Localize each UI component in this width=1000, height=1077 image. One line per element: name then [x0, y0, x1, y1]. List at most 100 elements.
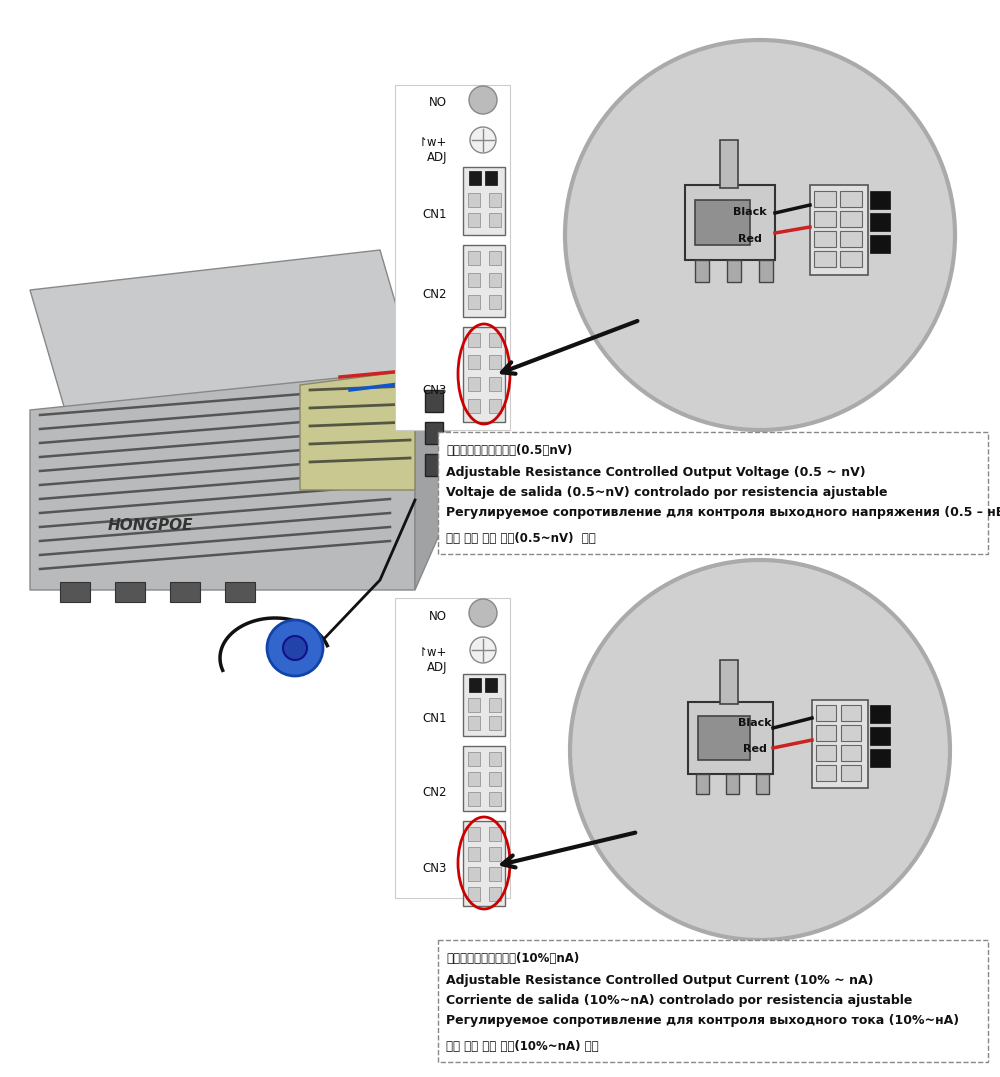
Polygon shape: [300, 370, 415, 490]
FancyBboxPatch shape: [225, 582, 255, 602]
FancyBboxPatch shape: [468, 377, 480, 391]
FancyBboxPatch shape: [468, 398, 480, 412]
Text: CN1: CN1: [422, 712, 447, 725]
FancyBboxPatch shape: [469, 679, 481, 693]
FancyBboxPatch shape: [816, 725, 836, 741]
FancyBboxPatch shape: [468, 355, 480, 369]
FancyBboxPatch shape: [468, 827, 480, 841]
Text: CN2: CN2: [422, 289, 447, 302]
FancyBboxPatch shape: [841, 765, 861, 781]
Text: ADJ: ADJ: [426, 660, 447, 673]
Polygon shape: [415, 290, 450, 590]
FancyBboxPatch shape: [685, 185, 775, 260]
FancyBboxPatch shape: [489, 377, 501, 391]
FancyBboxPatch shape: [841, 705, 861, 721]
Text: ↾w+: ↾w+: [418, 137, 447, 150]
FancyBboxPatch shape: [468, 792, 480, 806]
Ellipse shape: [470, 637, 496, 663]
FancyBboxPatch shape: [489, 752, 501, 766]
FancyBboxPatch shape: [696, 774, 709, 794]
FancyBboxPatch shape: [814, 211, 836, 227]
FancyBboxPatch shape: [425, 454, 443, 476]
FancyBboxPatch shape: [814, 230, 836, 247]
FancyBboxPatch shape: [489, 295, 501, 309]
FancyBboxPatch shape: [395, 598, 510, 898]
Text: Adjustable Resistance Controlled Output Current (10% ~ nA): Adjustable Resistance Controlled Output …: [446, 974, 874, 987]
FancyBboxPatch shape: [870, 191, 890, 209]
Text: NO: NO: [429, 97, 447, 110]
FancyBboxPatch shape: [870, 749, 890, 767]
Text: CN3: CN3: [423, 862, 447, 875]
FancyBboxPatch shape: [816, 745, 836, 761]
FancyBboxPatch shape: [812, 700, 868, 788]
FancyBboxPatch shape: [870, 213, 890, 230]
Polygon shape: [30, 250, 415, 410]
FancyBboxPatch shape: [489, 867, 501, 881]
FancyBboxPatch shape: [688, 702, 773, 774]
FancyBboxPatch shape: [468, 272, 480, 286]
FancyBboxPatch shape: [463, 327, 505, 422]
FancyBboxPatch shape: [489, 251, 501, 265]
FancyBboxPatch shape: [468, 887, 480, 901]
FancyBboxPatch shape: [468, 752, 480, 766]
FancyBboxPatch shape: [468, 716, 480, 730]
FancyBboxPatch shape: [759, 260, 773, 282]
FancyBboxPatch shape: [720, 660, 738, 704]
Ellipse shape: [470, 127, 496, 153]
FancyBboxPatch shape: [425, 390, 443, 412]
FancyBboxPatch shape: [395, 85, 510, 430]
FancyBboxPatch shape: [489, 772, 501, 786]
Text: 가변 저항 출력 전류(10%~nA) 제어: 가변 저항 출력 전류(10%~nA) 제어: [446, 1040, 599, 1053]
FancyBboxPatch shape: [485, 679, 497, 693]
FancyBboxPatch shape: [698, 716, 750, 760]
Text: Voltaje de salida (0.5~nV) controlado por resistencia ajustable: Voltaje de salida (0.5~nV) controlado po…: [446, 486, 888, 499]
Text: CN1: CN1: [422, 209, 447, 222]
FancyBboxPatch shape: [814, 251, 836, 267]
Text: Black: Black: [733, 207, 767, 216]
FancyBboxPatch shape: [489, 193, 501, 207]
Ellipse shape: [283, 637, 307, 660]
FancyBboxPatch shape: [489, 333, 501, 347]
Ellipse shape: [570, 560, 950, 940]
FancyBboxPatch shape: [425, 422, 443, 444]
FancyBboxPatch shape: [463, 244, 505, 317]
FancyBboxPatch shape: [720, 140, 738, 188]
FancyBboxPatch shape: [489, 355, 501, 369]
FancyBboxPatch shape: [468, 847, 480, 861]
FancyBboxPatch shape: [870, 235, 890, 253]
Text: Регулируемое сопротивление для контроля выходного тока (10%~нA): Регулируемое сопротивление для контроля …: [446, 1015, 959, 1027]
FancyBboxPatch shape: [840, 191, 862, 207]
FancyBboxPatch shape: [841, 725, 861, 741]
FancyBboxPatch shape: [468, 772, 480, 786]
FancyBboxPatch shape: [468, 698, 480, 712]
FancyBboxPatch shape: [840, 211, 862, 227]
FancyBboxPatch shape: [170, 582, 200, 602]
FancyBboxPatch shape: [485, 171, 497, 185]
FancyBboxPatch shape: [489, 827, 501, 841]
FancyBboxPatch shape: [468, 333, 480, 347]
FancyBboxPatch shape: [469, 171, 481, 185]
Polygon shape: [30, 370, 415, 590]
FancyBboxPatch shape: [463, 674, 505, 736]
FancyBboxPatch shape: [489, 398, 501, 412]
FancyBboxPatch shape: [695, 200, 750, 244]
FancyBboxPatch shape: [463, 746, 505, 811]
FancyBboxPatch shape: [489, 213, 501, 227]
FancyBboxPatch shape: [756, 774, 769, 794]
Text: Регулируемое сопротивление для контроля выходного напряжения (0.5 – нB): Регулируемое сопротивление для контроля …: [446, 506, 1000, 519]
FancyBboxPatch shape: [468, 251, 480, 265]
FancyBboxPatch shape: [468, 193, 480, 207]
FancyBboxPatch shape: [840, 230, 862, 247]
FancyBboxPatch shape: [870, 727, 890, 745]
Text: 가변 저항 출력 전압(0.5~nV)  제어: 가변 저항 출력 전압(0.5~nV) 제어: [446, 532, 596, 545]
Text: 可调电阔控制输出电压(0.5～nV): 可调电阔控制输出电压(0.5～nV): [446, 444, 572, 457]
FancyBboxPatch shape: [727, 260, 741, 282]
FancyBboxPatch shape: [816, 705, 836, 721]
FancyBboxPatch shape: [468, 295, 480, 309]
Text: 可调电阔控制输出电流(10%～nA): 可调电阔控制输出电流(10%～nA): [446, 952, 579, 965]
FancyBboxPatch shape: [115, 582, 145, 602]
FancyBboxPatch shape: [810, 185, 868, 275]
FancyBboxPatch shape: [438, 940, 988, 1062]
FancyBboxPatch shape: [438, 432, 988, 554]
FancyBboxPatch shape: [726, 774, 739, 794]
